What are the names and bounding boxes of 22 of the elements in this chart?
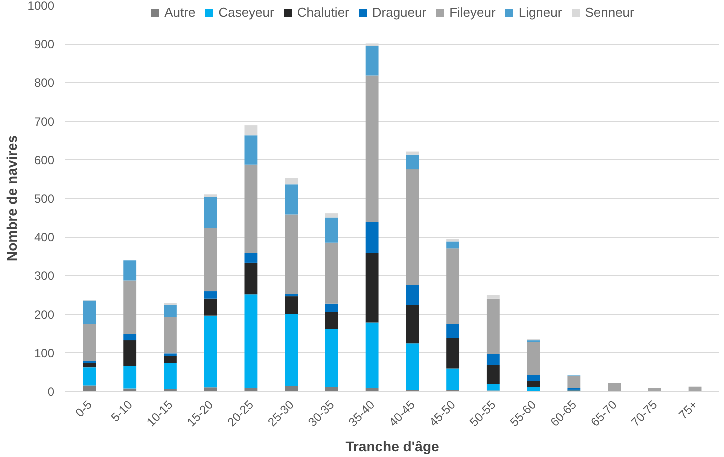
legend-label: Senneur [585,5,634,20]
legend-label: Dragueur [372,5,427,20]
x-tick-label: 0-5 [72,398,96,420]
legend-label: Ligneur [518,5,562,20]
y-tick-label: 400 [34,230,55,245]
y-axis-title: Nombre de navires [4,135,20,262]
x-tick-label: 75+ [676,398,701,422]
y-tick-label: 300 [34,269,55,284]
y-tick-label: 700 [34,114,55,129]
legend-label: Autre [164,5,196,20]
y-tick-label: 600 [34,153,55,168]
legend-label: Chalutier [297,5,350,20]
y-tick-label: 1000 [28,0,55,13]
y-tick-label: 500 [34,192,55,206]
legend-label: Caseyeur [218,5,274,20]
y-tick-label: 800 [34,76,55,90]
y-tick-label: 100 [34,346,55,360]
y-tick-label: 900 [34,38,55,52]
x-axis-title: Tranche d'âge [346,438,440,455]
y-tick-label: 200 [34,308,55,322]
legend-label: Fileyeur [450,5,496,20]
y-tick-label: 0 [48,385,55,399]
